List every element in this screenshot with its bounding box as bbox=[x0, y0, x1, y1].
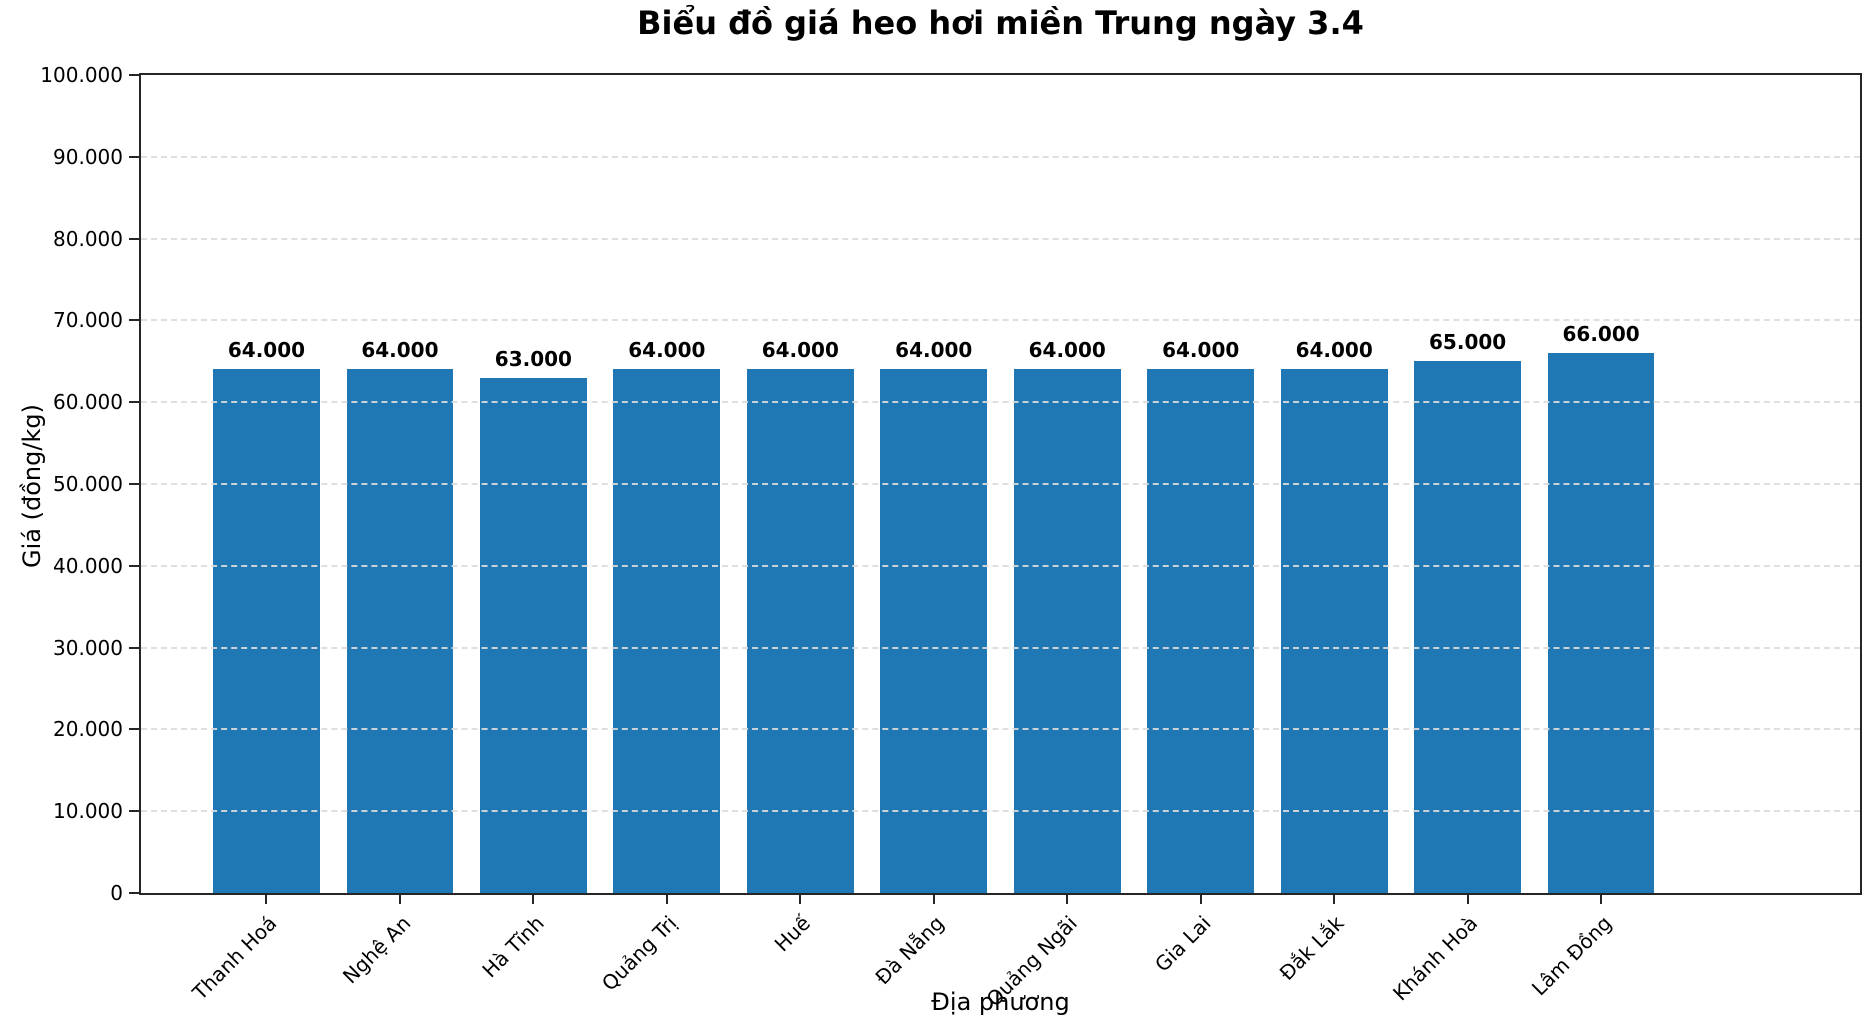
bar-value-label: 64.000 bbox=[761, 338, 839, 363]
y-tick bbox=[129, 564, 139, 567]
bar bbox=[346, 369, 454, 893]
x-tick bbox=[932, 895, 935, 904]
bar-value-label: 64.000 bbox=[895, 338, 973, 363]
y-tick-label: 0 bbox=[110, 881, 123, 905]
x-axis-label: Địa phương bbox=[931, 988, 1070, 1016]
bar bbox=[1414, 361, 1521, 893]
gridline bbox=[141, 564, 1860, 567]
bar-value-label: 64.000 bbox=[628, 338, 706, 363]
y-tick bbox=[129, 892, 139, 894]
bar bbox=[479, 377, 587, 893]
x-tick-label: Đắk Lắk bbox=[1275, 911, 1350, 986]
bar bbox=[213, 369, 320, 893]
bar-value-label: 63.000 bbox=[494, 346, 572, 371]
gridline bbox=[141, 155, 1860, 158]
y-tick bbox=[129, 646, 139, 649]
y-tick-label: 20.000 bbox=[53, 717, 123, 742]
y-tick-label: 50.000 bbox=[53, 472, 123, 496]
bar bbox=[1280, 369, 1388, 893]
x-tick-label: Quảng Trị bbox=[597, 911, 682, 996]
bar-value-label: 64.000 bbox=[1162, 338, 1240, 363]
y-tick bbox=[129, 483, 139, 485]
x-tick bbox=[1066, 895, 1069, 904]
x-tick-label: Gia Lai bbox=[1150, 911, 1216, 977]
gridline bbox=[141, 237, 1860, 240]
bar-value-label: 64.000 bbox=[1295, 338, 1373, 363]
x-tick bbox=[265, 895, 268, 904]
y-tick bbox=[129, 728, 139, 731]
bar bbox=[1547, 353, 1655, 893]
x-tick-label: Nghệ An bbox=[337, 911, 415, 989]
bar bbox=[1147, 369, 1255, 893]
y-tick bbox=[129, 237, 139, 240]
bar bbox=[613, 369, 721, 893]
gridline bbox=[141, 810, 1860, 813]
y-tick-label: 60.000 bbox=[53, 390, 123, 415]
chart-title: Biểu đồ giá heo hơi miền Trung ngày 3.4 bbox=[637, 4, 1364, 42]
y-tick-label: 10.000 bbox=[53, 799, 123, 824]
y-tick bbox=[129, 319, 139, 322]
bar bbox=[880, 369, 988, 893]
y-tick-label: 100.000 bbox=[40, 63, 123, 87]
x-tick bbox=[1466, 895, 1469, 904]
bar-value-label: 64.000 bbox=[361, 338, 439, 363]
x-tick bbox=[1600, 895, 1603, 904]
y-tick-label: 30.000 bbox=[53, 635, 123, 660]
x-tick-label: Lâm Đồng bbox=[1526, 911, 1617, 1001]
y-tick bbox=[129, 155, 139, 158]
y-tick-label: 90.000 bbox=[53, 144, 123, 169]
x-tick bbox=[398, 895, 401, 904]
bar-value-label: 64.000 bbox=[227, 338, 306, 363]
y-tick bbox=[129, 74, 139, 76]
y-tick bbox=[129, 401, 139, 404]
plot-inner: 64.000 64.000 63.000 64.000 64.000 64.000 64.0… bbox=[141, 75, 1860, 893]
gridline bbox=[141, 646, 1860, 649]
y-tick-label: 40.000 bbox=[53, 553, 123, 578]
gridline bbox=[141, 483, 1860, 485]
x-tick bbox=[1333, 895, 1336, 904]
y-tick-label: 70.000 bbox=[53, 308, 123, 333]
x-tick bbox=[532, 895, 535, 904]
x-tick bbox=[799, 895, 802, 904]
gridline bbox=[141, 401, 1860, 404]
x-tick-label: Huế bbox=[769, 911, 816, 957]
bar-value-label: 64.000 bbox=[1028, 338, 1106, 363]
bar-value-label: 66.000 bbox=[1562, 322, 1640, 347]
x-tick bbox=[1199, 895, 1202, 904]
x-tick-label: Đà Nẵng bbox=[870, 911, 949, 990]
x-tick-label: Hà Tĩnh bbox=[477, 911, 549, 983]
plot-area: 64.000 64.000 63.000 64.000 64.000 64.000 64.0… bbox=[139, 73, 1862, 895]
gridline bbox=[141, 728, 1860, 731]
bar bbox=[1013, 369, 1121, 893]
y-tick-label: 80.000 bbox=[53, 226, 123, 251]
bar-value-label: 65.000 bbox=[1429, 330, 1507, 355]
x-tick bbox=[665, 895, 668, 904]
bar bbox=[746, 369, 854, 893]
y-tick bbox=[129, 810, 139, 813]
gridline bbox=[141, 319, 1860, 322]
